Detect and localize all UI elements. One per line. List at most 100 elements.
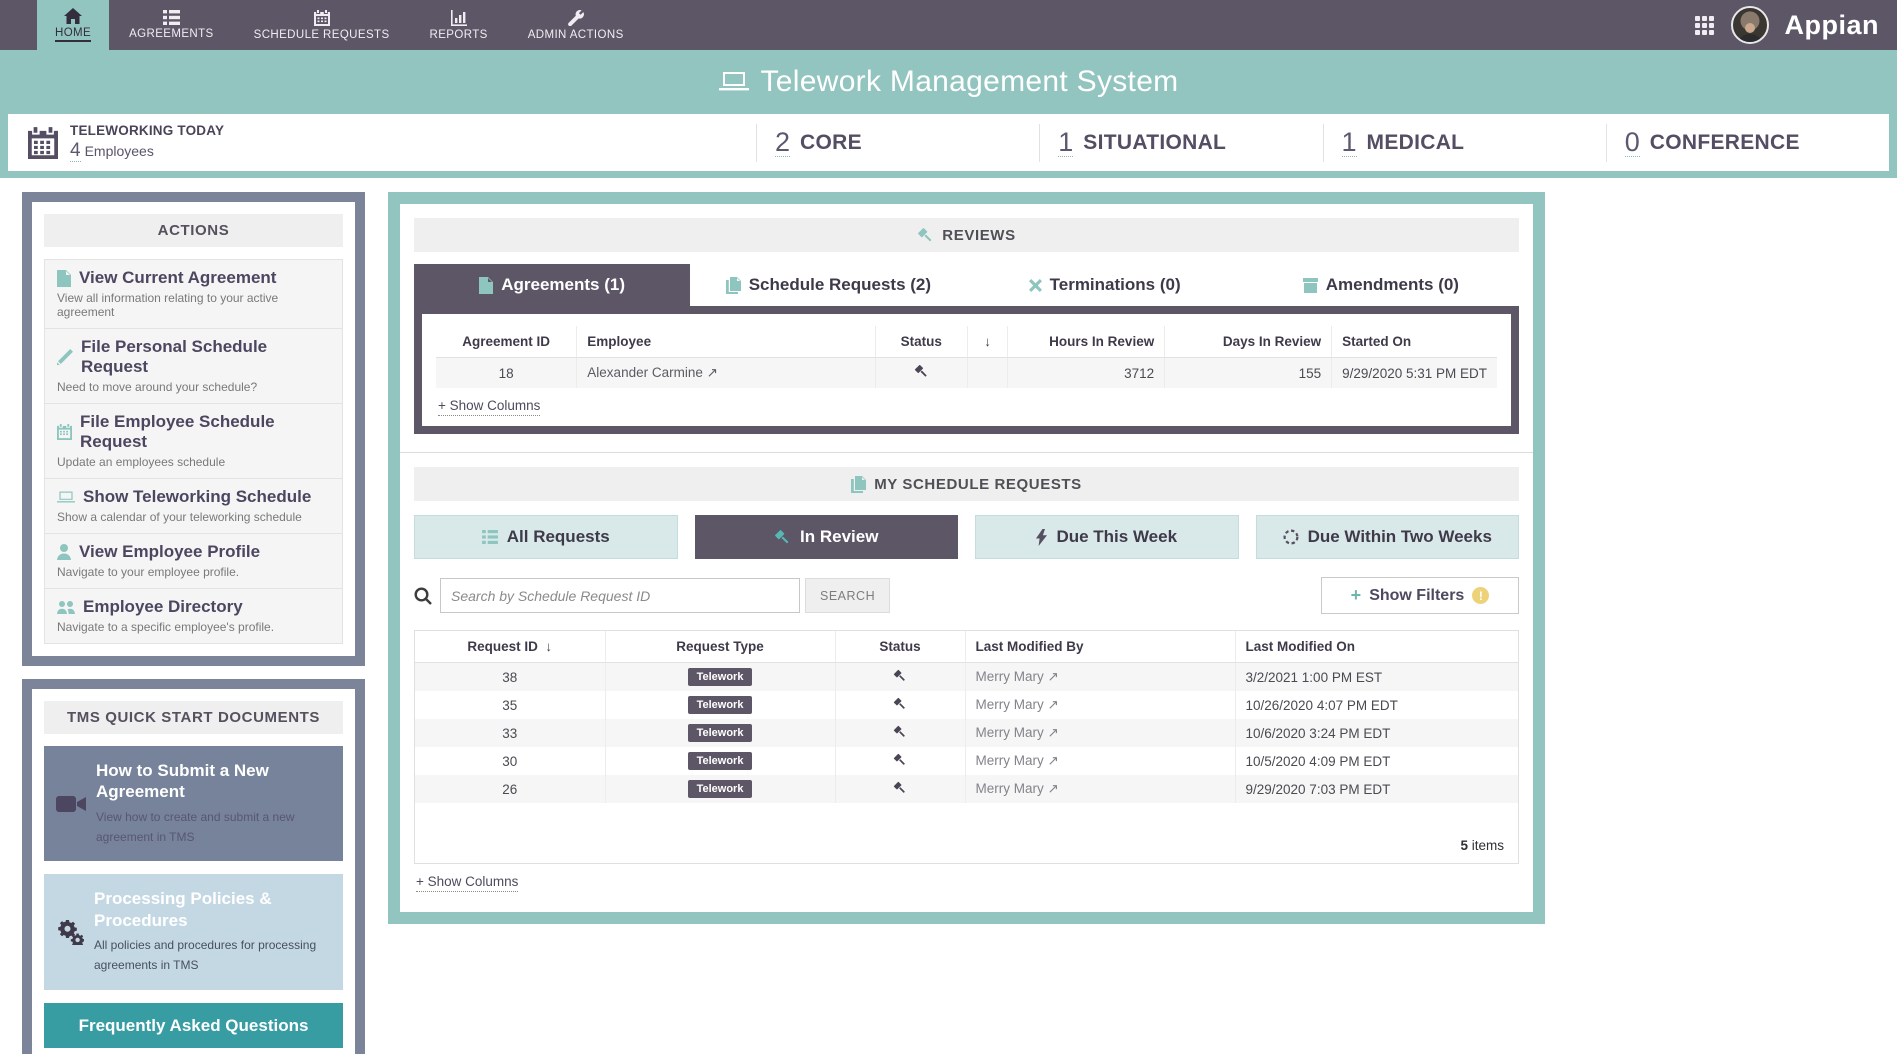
stat-label: MEDICAL: [1367, 131, 1465, 155]
quick-start-title: TMS QUICK START DOCUMENTS: [44, 701, 343, 734]
col-last-modified-on[interactable]: Last Modified On: [1235, 631, 1518, 663]
col-request-id[interactable]: Request ID ↓: [415, 631, 605, 663]
tab-label: Schedule Requests (2): [749, 275, 931, 295]
nav-item-agreements[interactable]: AGREEMENTS: [109, 0, 234, 50]
modified-by-link[interactable]: Merry Mary ↗: [976, 753, 1059, 768]
action-employee-directory[interactable]: Employee Directory Navigate to a specifi…: [44, 588, 343, 644]
filter-label: Due Within Two Weeks: [1308, 527, 1492, 547]
request-id: 35: [415, 691, 605, 719]
filter-due-within-two-weeks[interactable]: Due Within Two Weeks: [1256, 515, 1520, 559]
search-input[interactable]: [440, 578, 800, 613]
col-request-type[interactable]: Request Type: [605, 631, 835, 663]
copy-document-icon: [726, 277, 741, 294]
section-title: REVIEWS: [942, 227, 1015, 244]
action-desc: Update an employees schedule: [57, 455, 330, 469]
section-divider: [400, 452, 1533, 453]
stat-unit: Employees: [85, 143, 154, 159]
request-type-tag: Telework: [688, 780, 753, 798]
modified-by-link[interactable]: Merry Mary ↗: [976, 697, 1059, 712]
doc-frequently-asked-questions[interactable]: Frequently Asked Questions: [44, 1003, 343, 1048]
video-icon: [56, 794, 86, 814]
col-hours-in-review[interactable]: Hours In Review: [1008, 326, 1165, 358]
request-id: 30: [415, 747, 605, 775]
app-grid-icon[interactable]: [1695, 15, 1715, 35]
request-id: 33: [415, 719, 605, 747]
laptop-icon: [57, 490, 75, 505]
nav-label: REPORTS: [430, 29, 488, 41]
nav-item-home[interactable]: HOME: [37, 0, 109, 50]
nav-right-group: Appian: [1695, 0, 1897, 50]
tab-terminations[interactable]: Terminations (0): [967, 264, 1243, 306]
agreement-row: 18 Alexander Carmine ↗ 3712 155 9/29/202…: [436, 358, 1497, 389]
action-title: View Employee Profile: [79, 542, 260, 562]
stats-bar: TELEWORKING TODAY 4Employees 2 CORE 1 SI…: [8, 114, 1889, 171]
document-icon: [479, 277, 493, 294]
doc-title: How to Submit a New Agreement: [96, 760, 331, 803]
filter-all-requests[interactable]: All Requests: [414, 515, 678, 559]
agreement-id: 18: [436, 358, 577, 389]
col-agreement-id[interactable]: Agreement ID: [436, 326, 577, 358]
reviews-tabs: Agreements (1) Schedule Requests (2) Ter…: [414, 264, 1519, 306]
show-filters-button[interactable]: + Show Filters !: [1321, 577, 1519, 614]
col-status[interactable]: Status: [875, 326, 967, 358]
agreements-header-row: Agreement ID Employee Status ↓ Hours In …: [436, 326, 1497, 358]
col-started-on[interactable]: Started On: [1332, 326, 1497, 358]
user-avatar[interactable]: [1731, 6, 1769, 44]
show-columns-link[interactable]: + Show Columns: [416, 874, 518, 892]
doc-processing-policies[interactable]: Processing Policies & Procedures All pol…: [44, 874, 343, 989]
schedule-requests-table-wrap: Request ID ↓ Request Type Status Last Mo…: [414, 630, 1519, 864]
filter-in-review[interactable]: In Review: [695, 515, 959, 559]
request-row: 38 Telework Merry Mary ↗ 3/2/2021 1:00 P…: [415, 663, 1518, 692]
x-icon: [1029, 279, 1042, 292]
action-desc: Navigate to a specific employee's profil…: [57, 620, 330, 634]
col-last-modified-by[interactable]: Last Modified By: [965, 631, 1235, 663]
action-file-employee-schedule-request[interactable]: File Employee Schedule Request Update an…: [44, 403, 343, 478]
col-employee[interactable]: Employee: [577, 326, 875, 358]
action-title: File Personal Schedule Request: [81, 337, 330, 377]
tab-agreements[interactable]: Agreements (1): [414, 264, 690, 306]
nav-item-schedule-requests[interactable]: SCHEDULE REQUESTS: [234, 0, 410, 50]
action-view-current-agreement[interactable]: View Current Agreement View all informat…: [44, 259, 343, 328]
modified-on: 9/29/2020 7:03 PM EDT: [1235, 775, 1518, 803]
tab-amendments[interactable]: Amendments (0): [1243, 264, 1519, 306]
show-columns-link[interactable]: + Show Columns: [438, 398, 540, 416]
nav-label: ADMIN ACTIONS: [528, 29, 624, 41]
stats-band: TELEWORKING TODAY 4Employees 2 CORE 1 SI…: [0, 114, 1897, 178]
action-view-employee-profile[interactable]: View Employee Profile Navigate to your e…: [44, 533, 343, 588]
doc-how-to-submit-agreement[interactable]: How to Submit a New Agreement View how t…: [44, 746, 343, 861]
list-icon: [482, 530, 498, 544]
stat-number-link[interactable]: 2: [775, 128, 790, 157]
list-icon: [163, 10, 180, 25]
person-icon: [57, 544, 71, 560]
stat-number-link[interactable]: 4: [70, 140, 81, 162]
filter-due-this-week[interactable]: Due This Week: [975, 515, 1239, 559]
document-icon: [57, 270, 71, 287]
modified-on: 10/6/2020 3:24 PM EDT: [1235, 719, 1518, 747]
modified-by-link[interactable]: Merry Mary ↗: [976, 781, 1059, 796]
action-show-teleworking-schedule[interactable]: Show Teleworking Schedule Show a calenda…: [44, 478, 343, 533]
stat-label: CONFERENCE: [1650, 131, 1800, 155]
search-button[interactable]: SEARCH: [805, 578, 890, 613]
page-content: ACTIONS View Current Agreement View all …: [0, 178, 1897, 1054]
nav-label: AGREEMENTS: [129, 28, 214, 40]
sort-desc-icon[interactable]: ↓: [967, 326, 1007, 358]
col-status[interactable]: Status: [835, 631, 965, 663]
sidebar: ACTIONS View Current Agreement View all …: [22, 192, 365, 1054]
stat-number-link[interactable]: 0: [1625, 128, 1640, 157]
filter-label: All Requests: [507, 527, 610, 547]
stat-number-link[interactable]: 1: [1058, 128, 1073, 157]
doc-desc: View how to create and submit a new agre…: [96, 807, 331, 848]
stat-label: TELEWORKING TODAY: [70, 123, 224, 138]
modified-by-link[interactable]: Merry Mary ↗: [976, 725, 1059, 740]
nav-item-admin-actions[interactable]: ADMIN ACTIONS: [508, 0, 644, 50]
action-file-personal-schedule-request[interactable]: File Personal Schedule Request Need to m…: [44, 328, 343, 403]
tab-label: Terminations (0): [1050, 275, 1181, 295]
action-desc: Show a calendar of your teleworking sche…: [57, 510, 330, 524]
col-days-in-review[interactable]: Days In Review: [1165, 326, 1332, 358]
nav-item-reports[interactable]: REPORTS: [410, 0, 508, 50]
tab-schedule-requests[interactable]: Schedule Requests (2): [690, 264, 966, 306]
employee-link[interactable]: Alexander Carmine ↗: [587, 365, 718, 380]
stat-number-link[interactable]: 1: [1342, 128, 1357, 157]
modified-by-link[interactable]: Merry Mary ↗: [976, 669, 1059, 684]
stat-conference: 0 CONFERENCE: [1606, 124, 1889, 162]
